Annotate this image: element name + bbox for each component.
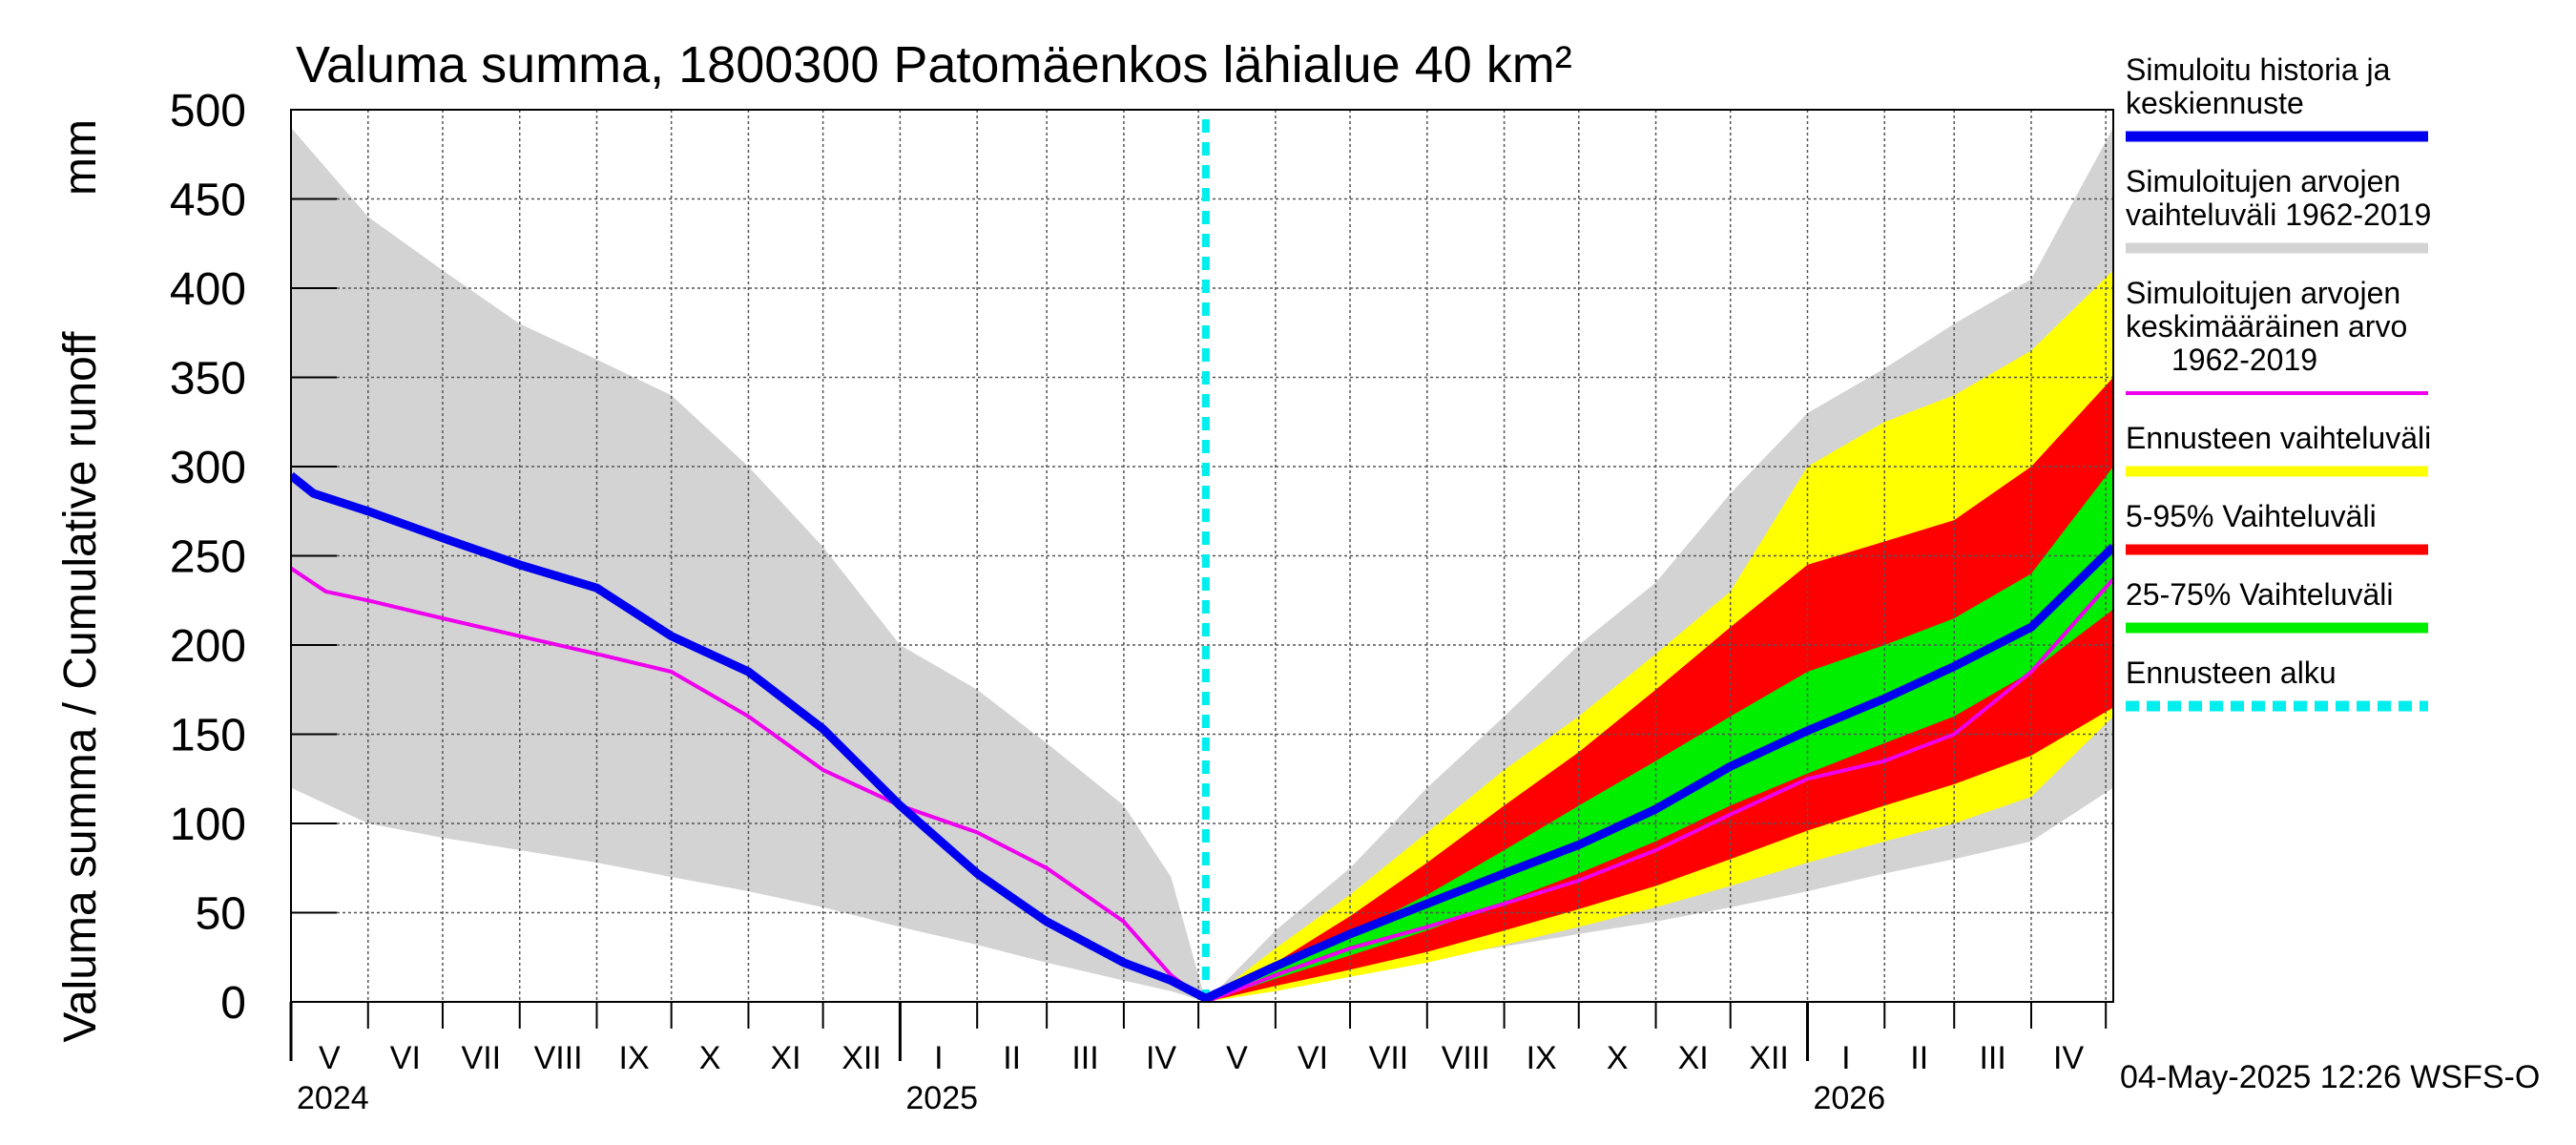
mean-line [291, 566, 2113, 1002]
x-month-label-13: VI [1298, 1040, 1328, 1076]
y-tick-label-3: 150 [170, 711, 246, 761]
x-month-label-16: IX [1527, 1040, 1557, 1076]
band-2 [1205, 377, 2113, 1002]
x-month-label-14: VII [1369, 1040, 1409, 1076]
line-layer [291, 119, 2113, 1002]
y-tick-labels: 0 50 100 150 200 250 300 350 400 450 500 [170, 86, 337, 1029]
legend-label-2-0: Simuloitujen arvojen [2126, 276, 2400, 310]
x-month-label-19: XII [1749, 1040, 1789, 1076]
x-month-label-15: VIII [1442, 1040, 1490, 1076]
legend-label-2-1: keskimääräinen arvo [2126, 309, 2407, 344]
x-year-label-2025: 2025 [905, 1080, 978, 1116]
x-month-label-2: VII [462, 1040, 502, 1076]
y-tick-label-7: 350 [170, 354, 246, 405]
x-month-label-22: III [1979, 1040, 2005, 1076]
y-tick-label-5: 250 [170, 532, 246, 583]
y-tick-label-10: 500 [170, 86, 246, 136]
x-year-label-2026: 2026 [1813, 1080, 1885, 1116]
x-month-label-4: IX [619, 1040, 650, 1076]
x-month-label-5: X [699, 1040, 721, 1076]
band-1 [1205, 270, 2113, 1002]
legend-label-1-1: vaihteluväli 1962-2019 [2126, 198, 2431, 232]
x-month-label-0: V [319, 1040, 341, 1076]
x-month-label-21: II [1910, 1040, 1928, 1076]
legend-label-0-1: keskiennuste [2126, 86, 2304, 120]
footer-timestamp: 04-May-2025 12:26 WSFS-O [2120, 1059, 2540, 1095]
x-year-label-2024: 2024 [297, 1080, 369, 1116]
x-axis: V VI VII VIII IX X XI XII I II III IV V VI VII VIII IX X X… [289, 1002, 2108, 1116]
x-month-label-20: I [1841, 1040, 1850, 1076]
legend-label-0-0: Simuloitu historia ja [2126, 52, 2391, 87]
x-month-label-3: VIII [534, 1040, 583, 1076]
x-month-label-23: IV [2053, 1040, 2084, 1076]
legend-label-5-0: 25-75% Vaihteluväli [2126, 577, 2393, 612]
legend-label-6-0: Ennusteen alku [2126, 656, 2337, 690]
legend-label-4-0: 5-95% Vaihteluväli [2126, 499, 2377, 533]
x-month-label-10: III [1071, 1040, 1098, 1076]
y-tick-label-9: 450 [170, 176, 246, 226]
x-month-label-9: II [1003, 1040, 1021, 1076]
chart-title: Valuma summa, 1800300 Patomäenkos lähial… [296, 36, 1572, 94]
legend-label-2-2: 1962-2019 [2171, 343, 2317, 377]
y-tick-label-8: 400 [170, 264, 246, 315]
x-month-label-1: VI [390, 1040, 421, 1076]
legend-label-3-0: Ennusteen vaihteluväli [2126, 421, 2431, 455]
x-month-label-6: XI [770, 1040, 800, 1076]
x-month-label-17: X [1607, 1040, 1629, 1076]
x-month-label-11: IV [1146, 1040, 1176, 1076]
y-tick-label-1: 50 [196, 889, 246, 940]
y-tick-label-6: 300 [170, 443, 246, 493]
y-axis-label: Valuma summa / Cumulative runoff [55, 331, 106, 1043]
y-tick-label-2: 100 [170, 800, 246, 850]
y-axis-unit: mm [55, 119, 106, 196]
x-month-label-8: I [934, 1040, 943, 1076]
history-forecast-line [291, 471, 2113, 1002]
x-month-label-12: V [1226, 1040, 1248, 1076]
band-layer [291, 127, 2113, 1002]
y-tick-label-0: 0 [220, 978, 246, 1029]
legend-label-1-0: Simuloitujen arvojen [2126, 164, 2400, 198]
y-tick-label-4: 200 [170, 621, 246, 672]
x-month-label-7: XII [841, 1040, 882, 1076]
x-month-label-18: XI [1678, 1040, 1709, 1076]
